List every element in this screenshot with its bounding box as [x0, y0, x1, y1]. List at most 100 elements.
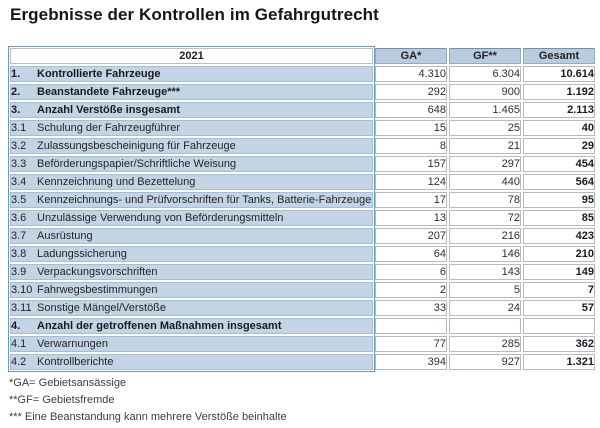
ga-value: 648 [375, 102, 447, 118]
row-number: 3.9 [11, 266, 27, 278]
ga-value: 394 [375, 354, 447, 370]
gesamt-value: 454 [523, 156, 595, 172]
gesamt-value: 423 [523, 228, 595, 244]
footnote-gf: **GF= Gebietsfremde [9, 394, 115, 406]
row-number: 3.3 [11, 158, 27, 170]
gf-value: 6.304 [449, 66, 521, 82]
row-label: Kennzeichnungs- und Prüfvorschriften für… [37, 194, 372, 206]
row-number: 3.4 [11, 176, 27, 188]
ga-value: 33 [375, 300, 447, 316]
table-row: 3.4 Kennzeichnung und Bezettelung 124 440… [10, 174, 595, 190]
row-number: 3.1 [11, 122, 27, 134]
gesamt-value: 29 [523, 138, 595, 154]
row-label: Ausrüstung [37, 230, 93, 242]
table-row: 3. Anzahl Verstöße insgesamt 648 1.465 2.… [10, 102, 595, 118]
ga-value: 292 [375, 84, 447, 100]
gesamt-value: 7 [523, 282, 595, 298]
ga-value: 207 [375, 228, 447, 244]
gf-value: 927 [449, 354, 521, 370]
row-label: Verwarnungen [37, 338, 108, 350]
gesamt-value: 40 [523, 120, 595, 136]
row-label: Ladungssicherung [37, 248, 127, 260]
ga-value: 4.310 [375, 66, 447, 82]
gf-value: 146 [449, 246, 521, 262]
row-number: 3.10 [11, 284, 33, 296]
table-row: 3.3 Beförderungspapier/Schriftliche Weisu… [10, 156, 595, 172]
row-label: Beanstandete Fahrzeuge*** [37, 86, 181, 98]
row-label: Beförderungspapier/Schriftliche Weisung [37, 158, 237, 170]
gesamt-value: 210 [523, 246, 595, 262]
row-label: Kontrollberichte [37, 356, 114, 368]
row-number: 4.1 [11, 338, 27, 350]
row-number: 3.11 [11, 302, 32, 314]
ga-value: 64 [375, 246, 447, 262]
gesamt-value: 1.192 [523, 84, 595, 100]
row-label: Schulung der Fahrzeugführer [37, 122, 181, 134]
row-number: 3.5 [11, 194, 27, 206]
table-row: 4.1 Verwarnungen 77 285 362 [10, 336, 595, 352]
row-number: 2. [11, 86, 21, 98]
col-header-gesamt: Gesamt [523, 48, 595, 64]
footnote-ga: *GA= Gebietsansässige [9, 377, 127, 389]
row-number: 3.6 [11, 212, 27, 224]
ga-value: 13 [375, 210, 447, 226]
gf-value: 216 [449, 228, 521, 244]
row-number: 3.8 [11, 248, 27, 260]
gf-value: 72 [449, 210, 521, 226]
table-row: 3.11 Sonstige Mängel/Verstöße 33 24 57 [10, 300, 595, 316]
results-table: 2021 GA* GF** Gesamt 1. Kontrollierte Fah… [8, 46, 597, 372]
table-row: 4. Anzahl der getroffenen Maßnahmen insge… [10, 318, 595, 334]
gf-value: 78 [449, 192, 521, 208]
gf-value [449, 318, 521, 334]
ga-value: 124 [375, 174, 447, 190]
gesamt-value: 362 [523, 336, 595, 352]
table-row: 3.7 Ausrüstung 207 216 423 [10, 228, 595, 244]
ga-value: 77 [375, 336, 447, 352]
row-label: Kontrollierte Fahrzeuge [37, 68, 161, 80]
year-header: 2021 [10, 48, 373, 64]
gesamt-value: 2.113 [523, 102, 595, 118]
row-label: Anzahl Verstöße insgesamt [37, 104, 181, 116]
gf-value: 143 [449, 264, 521, 280]
gf-value: 900 [449, 84, 521, 100]
ga-value: 2 [375, 282, 447, 298]
row-number: 3.2 [11, 140, 27, 152]
row-number: 4. [11, 320, 21, 332]
table-row: 3.5 Kennzeichnungs- und Prüfvorschriften … [10, 192, 595, 208]
table-row: 1. Kontrollierte Fahrzeuge 4.310 6.304 10… [10, 66, 595, 82]
table-row: 3.6 Unzulässige Verwendung von Beförderun… [10, 210, 595, 226]
row-label: Anzahl der getroffenen Maßnahmen insgesa… [37, 320, 282, 332]
table-header-row: 2021 GA* GF** Gesamt [10, 48, 595, 64]
row-number: 1. [11, 68, 21, 80]
table-row: 4.2 Kontrollberichte 394 927 1.321 [10, 354, 595, 370]
ga-value [375, 318, 447, 334]
table-row: 3.2 Zulassungsbescheinigung für Fahrzeuge… [10, 138, 595, 154]
gf-value: 297 [449, 156, 521, 172]
gesamt-value: 95 [523, 192, 595, 208]
gf-value: 24 [449, 300, 521, 316]
ga-value: 15 [375, 120, 447, 136]
gf-value: 1.465 [449, 102, 521, 118]
gesamt-value: 1.321 [523, 354, 595, 370]
row-number: 3. [11, 104, 21, 116]
table-row: 3.8 Ladungssicherung 64 146 210 [10, 246, 595, 262]
row-label: Zulassungsbescheinigung für Fahrzeuge [37, 140, 236, 152]
ga-value: 8 [375, 138, 447, 154]
col-header-ga: GA* [375, 48, 447, 64]
row-label: Verpackungsvorschriften [37, 266, 158, 278]
row-label: Unzulässige Verwendung von Beförderungsm… [37, 212, 284, 224]
row-label: Fahrwegsbestimmungen [37, 284, 158, 296]
gesamt-value: 564 [523, 174, 595, 190]
ga-value: 17 [375, 192, 447, 208]
gesamt-value: 10.614 [523, 66, 595, 82]
table-row: 3.1 Schulung der Fahrzeugführer 15 25 40 [10, 120, 595, 136]
gesamt-value: 85 [523, 210, 595, 226]
row-number: 3.7 [11, 230, 27, 242]
row-label: Kennzeichnung und Bezettelung [37, 176, 196, 188]
gf-value: 5 [449, 282, 521, 298]
row-number: 4.2 [11, 356, 27, 368]
table-row: 3.10 Fahrwegsbestimmungen 2 5 7 [10, 282, 595, 298]
gf-value: 440 [449, 174, 521, 190]
table-row: 2. Beanstandete Fahrzeuge*** 292 900 1.19… [10, 84, 595, 100]
table-body: 2021 GA* GF** Gesamt 1. Kontrollierte Fah… [10, 48, 595, 370]
